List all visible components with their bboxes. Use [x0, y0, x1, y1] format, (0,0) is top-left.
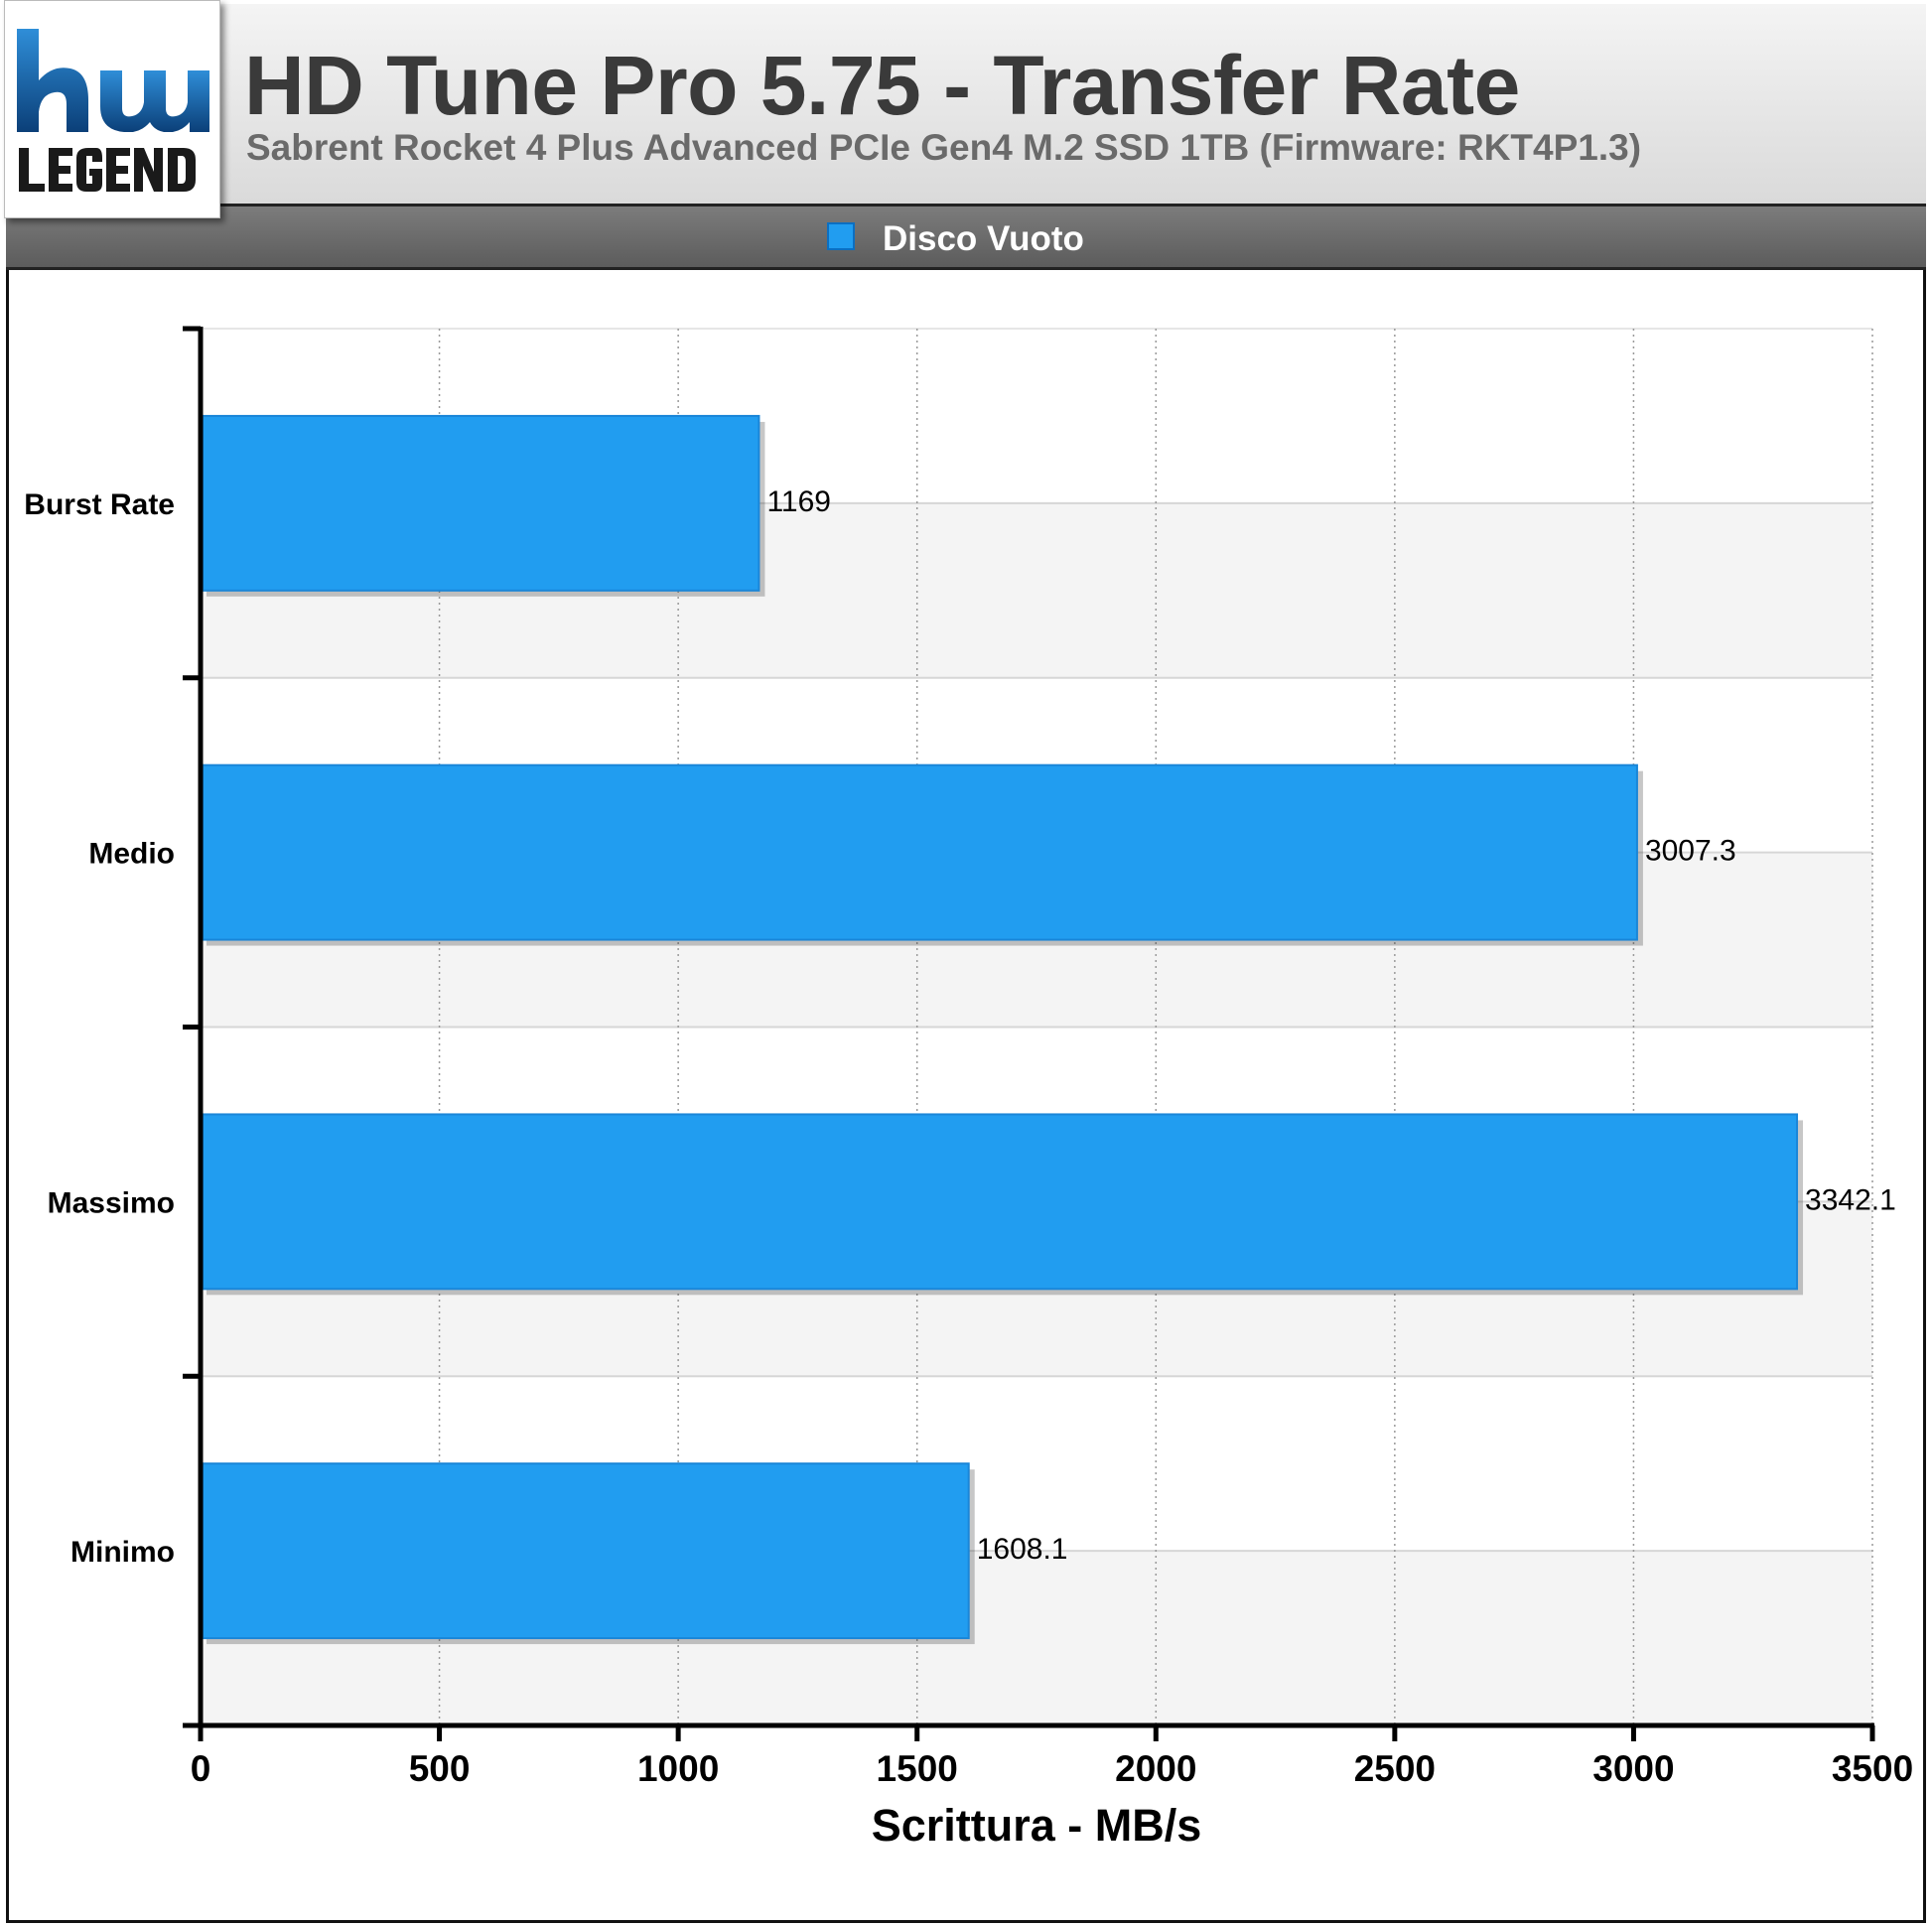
chart-title: HD Tune Pro 5.75 - Transfer Rate [244, 39, 1520, 132]
legend-bar: Disco Vuoto [6, 206, 1926, 270]
x-tick-label: 1000 [637, 1748, 719, 1789]
data-label: 3342.1 [1805, 1183, 1896, 1216]
x-tick-label: 2500 [1354, 1748, 1436, 1789]
bars [202, 414, 1804, 1645]
x-tick-label: 1500 [877, 1748, 958, 1789]
category-label: Minimo [70, 1536, 175, 1569]
hwlegend-logo [4, 0, 220, 218]
axes [183, 326, 1875, 1741]
x-tick-label: 500 [409, 1748, 471, 1789]
category-label: Massimo [48, 1186, 175, 1219]
legend-swatch [827, 222, 855, 250]
category-label: Burst Rate [24, 488, 175, 521]
chart-subtitle: Sabrent Rocket 4 Plus Advanced PCIe Gen4… [246, 127, 1642, 168]
category-label: Medio [88, 838, 175, 871]
data-label: 1169 [766, 485, 831, 518]
labels: 1169 3007.3 3342.1 1608.1 Burst Rate Medio Mas… [24, 485, 1913, 1851]
legend-label: Disco Vuoto [883, 219, 1084, 258]
x-tick-label: 2000 [1115, 1748, 1196, 1789]
data-label: 3007.3 [1645, 835, 1736, 868]
x-tick-label: 3000 [1592, 1748, 1674, 1789]
x-tick-label: 0 [191, 1748, 211, 1789]
x-tick-label: 3500 [1832, 1748, 1913, 1789]
bar [202, 1462, 970, 1640]
bar [202, 414, 760, 592]
bar [202, 1113, 1799, 1291]
bar [202, 763, 1638, 941]
data-label: 1608.1 [977, 1533, 1068, 1566]
chart-header: HD Tune Pro 5.75 - Transfer Rate Sabrent… [6, 4, 1926, 206]
x-axis-title: Scrittura - MB/s [872, 1800, 1202, 1851]
